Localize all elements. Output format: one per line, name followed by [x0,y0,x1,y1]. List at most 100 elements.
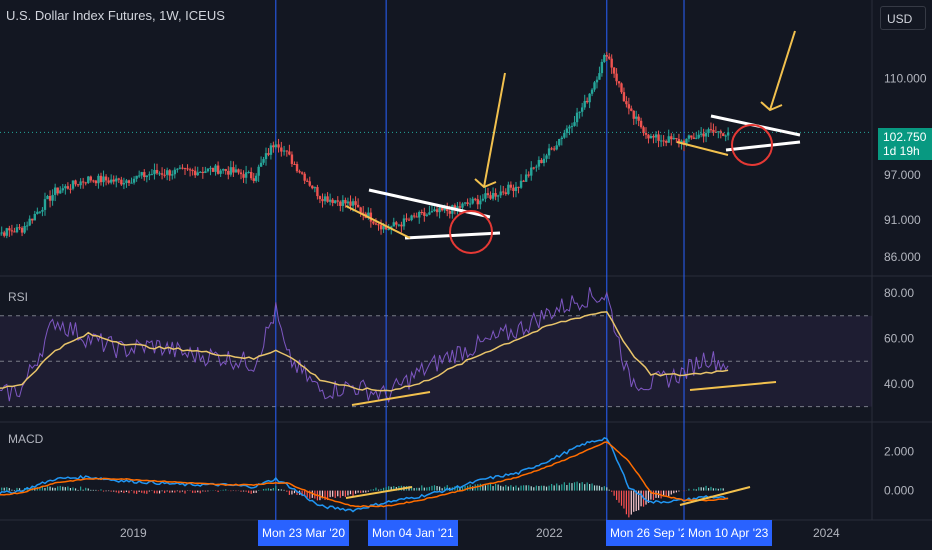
divergence-trendline [345,205,411,239]
candle-body [568,126,571,129]
candle-body [680,140,683,144]
candle-body [717,131,720,133]
candle-body [608,56,611,59]
candle-body [504,192,507,195]
divergence-trendline [351,391,431,406]
candle-body [188,169,192,171]
candle-body [476,199,479,205]
candle-body [38,211,42,213]
candle-body [331,199,334,203]
candle-body [239,172,243,175]
candle-body [603,55,606,62]
candle-body [59,190,62,194]
candle-body [610,58,613,68]
candle-body [178,167,182,169]
candle-body [690,135,693,138]
candle-body [726,132,730,136]
candle-body [117,178,121,180]
candle-body [64,186,67,189]
macd-pane-label: MACD [8,432,44,446]
candle-body [412,215,416,217]
candle-body [0,232,3,234]
candle-body [627,104,631,109]
macd-lines [0,437,729,518]
candle-body [593,82,596,90]
candle-body [377,224,380,226]
candle-body [387,228,390,230]
candle-body [428,212,431,215]
bar-countdown: 1d 19h [883,144,920,158]
candle-body [507,184,510,195]
candle-body [89,176,93,181]
x-marker-jan-21: Mon 04 Jan '21 [368,520,458,546]
candle-body [714,131,718,133]
drawing-annotations [345,30,801,506]
candle-body [104,176,108,181]
candle-body [285,150,289,152]
candle-body [61,188,64,191]
candle-body [374,223,378,225]
wedge-line [725,140,801,152]
rsi-y-tick: 60.00 [884,332,914,346]
divergence-trendline [689,381,777,391]
candle-body [321,199,324,202]
candle-body [502,191,505,193]
candle-body [605,55,608,57]
candle-body [344,199,347,204]
x-tick-2022: 2022 [536,526,563,540]
currency-selector[interactable]: USD [880,6,926,30]
candle-body [346,201,350,204]
candle-body [707,129,710,134]
candle-body [199,171,202,173]
candle-body [15,227,19,233]
candle-body [143,172,146,178]
candle-body [107,180,110,183]
candle-body [712,129,715,132]
candle-body [453,205,457,209]
candle-body [588,93,591,103]
wedge-line [368,188,491,219]
candle-body [193,170,197,176]
candle-body [724,135,727,137]
candle-body [168,170,171,176]
x-marker-apr-23: Mon 10 Apr '23 [684,520,773,546]
candle-body [570,125,574,127]
candle-body [423,212,426,216]
candle-body [402,218,406,227]
candle-body [259,162,263,167]
candle-body [173,169,177,175]
macd-y-tick: 2.000 [884,445,914,459]
candle-body [446,208,449,212]
candle-body [196,172,199,176]
candle-body [433,209,436,212]
candle-body [530,167,533,176]
candle-body [127,180,131,183]
candle-body [150,174,154,176]
candle-body [272,145,275,148]
candle-body [36,211,39,214]
candle-body [625,101,628,105]
candle-body [229,167,233,175]
candle-body [484,193,487,199]
candle-body [181,167,184,169]
arrow-shaft [483,72,506,188]
y-axis-ticks: 86.000 91.000 97.000 110.000 40.00 60.00 80.00… [884,71,927,497]
candle-body [242,174,245,178]
candle-body [590,89,594,94]
candle-body [221,169,225,171]
candle-body [659,140,663,142]
candle-body [267,153,270,155]
candle-body [209,167,212,169]
candle-body [125,180,128,184]
candle-body [697,134,700,138]
candle-body [247,172,250,174]
candle-body [685,138,688,146]
candle-body [356,204,360,208]
candle-body [415,216,418,218]
rsi-y-tick: 80.00 [884,286,914,300]
candle-body [8,228,11,231]
candle-body [407,219,411,221]
candle-body [201,171,205,174]
candle-body [642,127,645,134]
candle-body [254,175,258,181]
